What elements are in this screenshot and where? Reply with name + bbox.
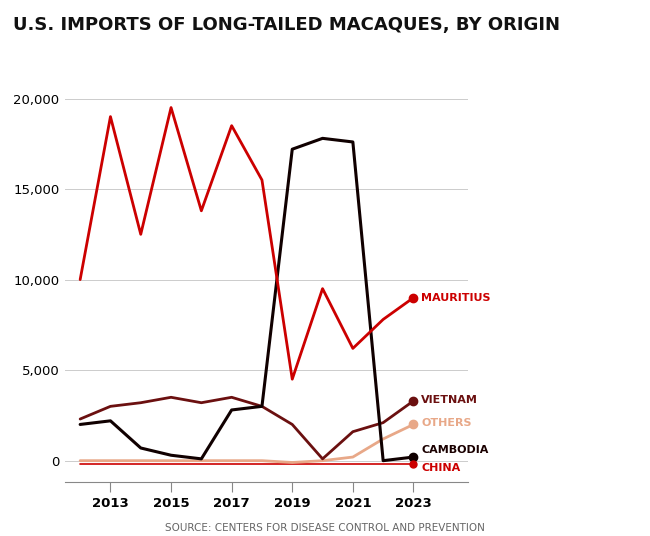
Text: SOURCE: CENTERS FOR DISEASE CONTROL AND PREVENTION: SOURCE: CENTERS FOR DISEASE CONTROL AND … bbox=[165, 523, 485, 533]
Text: VIETNAM: VIETNAM bbox=[421, 395, 478, 405]
Text: CAMBODIA: CAMBODIA bbox=[421, 445, 488, 455]
Text: MAURITIUS: MAURITIUS bbox=[421, 293, 491, 303]
Text: CHINA: CHINA bbox=[421, 463, 460, 473]
Text: U.S. IMPORTS OF LONG-TAILED MACAQUES, BY ORIGIN: U.S. IMPORTS OF LONG-TAILED MACAQUES, BY… bbox=[13, 16, 560, 34]
Text: OTHERS: OTHERS bbox=[421, 418, 471, 428]
